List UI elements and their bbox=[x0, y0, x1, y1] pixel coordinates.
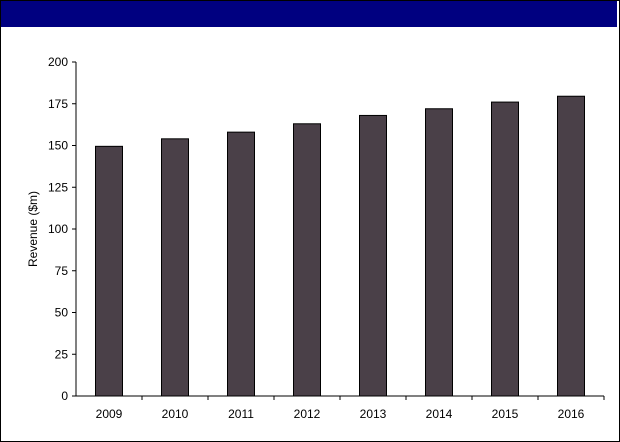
bar-2009 bbox=[95, 145, 123, 397]
x-tick-label: 2013 bbox=[360, 407, 387, 421]
y-tick-label: 0 bbox=[61, 389, 68, 403]
x-axis-ticks: 2009 2010 2011 2012 2013 2014 2015 2016 bbox=[96, 396, 605, 421]
bar-2014 bbox=[425, 108, 453, 397]
y-tick-label: 100 bbox=[48, 222, 68, 236]
y-tick-label: 75 bbox=[55, 264, 69, 278]
bars bbox=[95, 95, 585, 397]
y-tick-label: 175 bbox=[48, 97, 68, 111]
x-tick-label: 2016 bbox=[558, 407, 585, 421]
x-tick-label: 2009 bbox=[96, 407, 123, 421]
y-tick-label: 50 bbox=[55, 306, 69, 320]
bar-2011 bbox=[227, 131, 255, 397]
figure-title-bar: Figure 1: Sterilization Wraps Market, US… bbox=[1, 1, 617, 73]
bar-2015 bbox=[491, 101, 519, 397]
y-tick-label: 200 bbox=[48, 55, 68, 69]
figure-label: Figure 1: bbox=[5, 32, 60, 47]
x-tick-label: 2014 bbox=[426, 407, 453, 421]
y-axis-ticks: 0 25 50 75 100 125 150 175 200 bbox=[48, 55, 76, 403]
bar-2013 bbox=[359, 114, 387, 397]
x-tick-label: 2015 bbox=[492, 407, 519, 421]
y-axis-label: Revenue ($m) bbox=[26, 191, 40, 267]
y-tick-label: 150 bbox=[48, 139, 68, 153]
y-tick-label: 25 bbox=[55, 347, 69, 361]
bar-2012 bbox=[293, 123, 321, 397]
bar-2010 bbox=[161, 138, 189, 397]
x-tick-label: 2010 bbox=[162, 407, 189, 421]
chart-title: Sterilization Wraps Market, US, Revenue … bbox=[81, 58, 441, 73]
x-tick-label: 2012 bbox=[294, 407, 321, 421]
x-tick-label: 2011 bbox=[228, 407, 254, 421]
bar-2016 bbox=[557, 95, 585, 397]
y-tick-label: 125 bbox=[48, 180, 68, 194]
